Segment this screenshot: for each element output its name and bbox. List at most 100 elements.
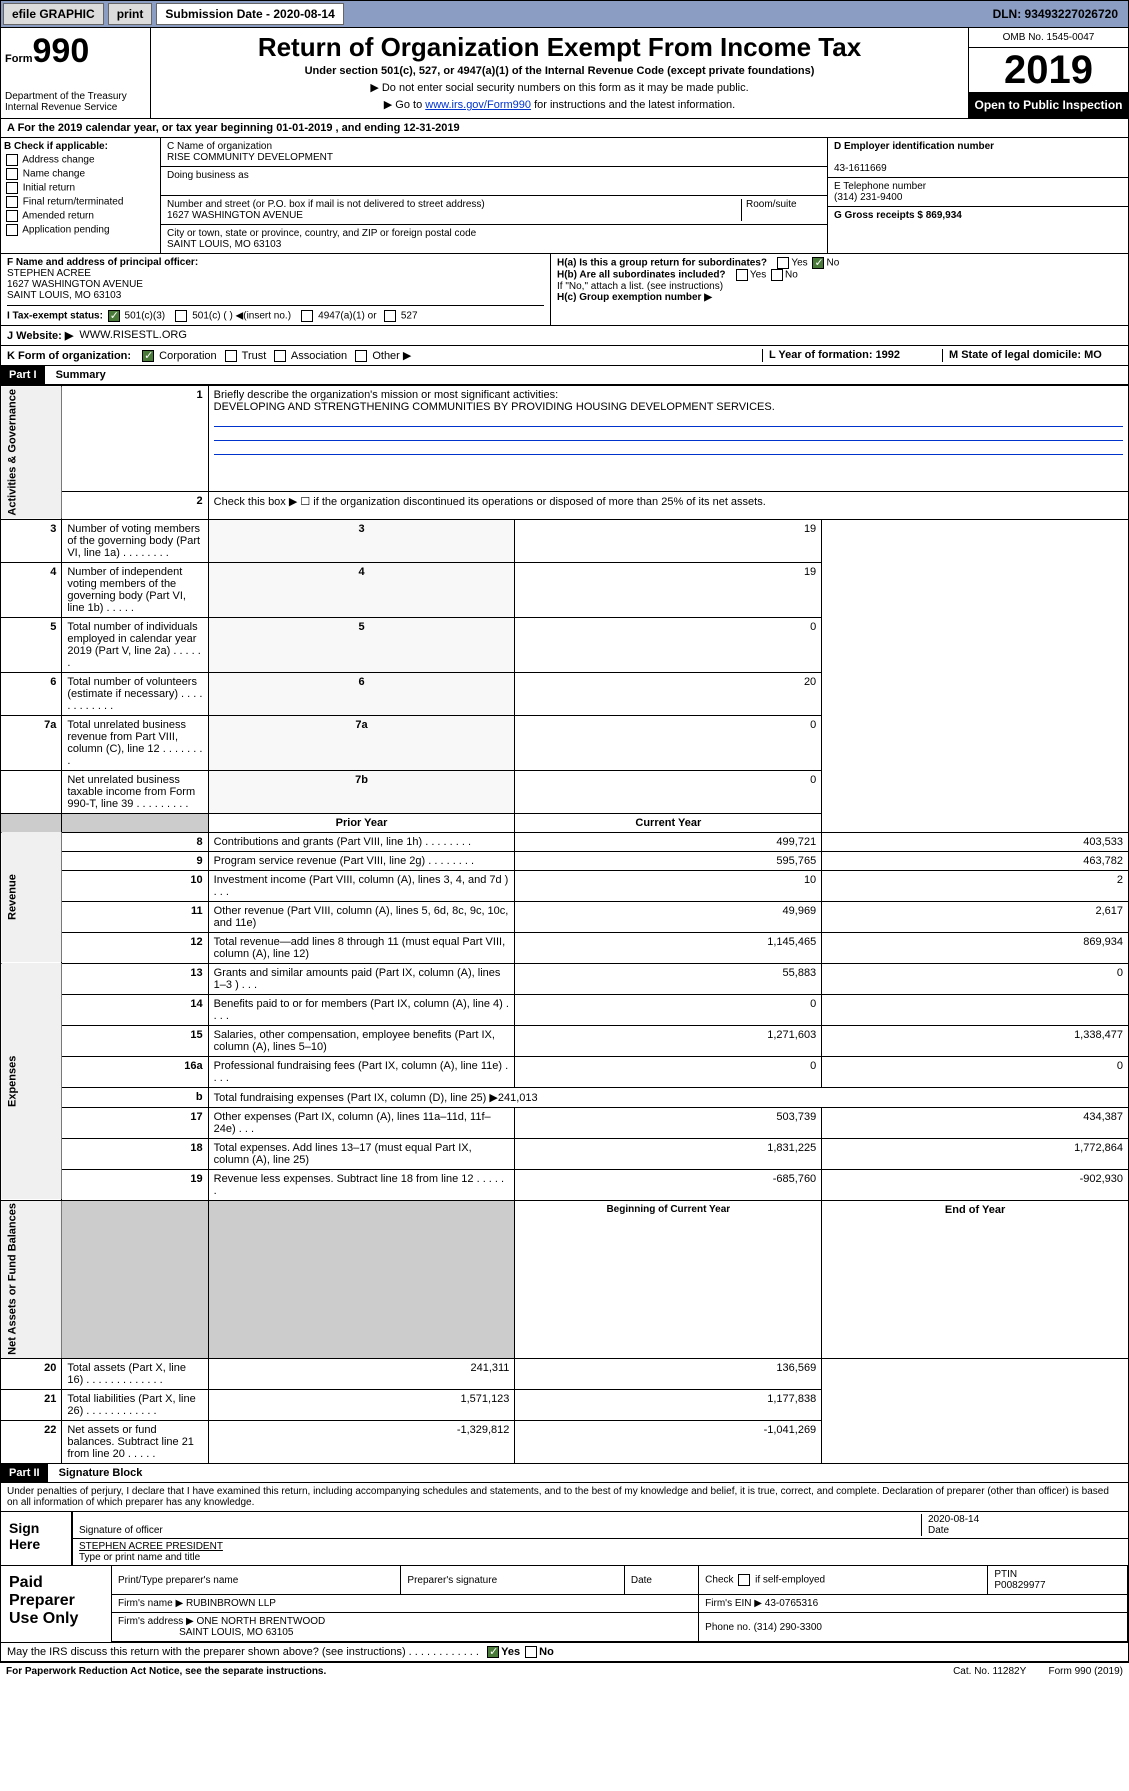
firm-phone: (314) 290-3300 bbox=[754, 1622, 822, 1633]
room-label: Room/suite bbox=[746, 199, 797, 210]
sig-label: Signature of officer bbox=[79, 1525, 163, 1536]
row-desc: Net assets or fund balances. Subtract li… bbox=[62, 1421, 208, 1464]
row-desc: Total number of individuals employed in … bbox=[62, 617, 208, 672]
firm-addr: ONE NORTH BRENTWOOD bbox=[197, 1616, 326, 1627]
row-desc: Total revenue—add lines 8 through 11 (mu… bbox=[208, 932, 515, 963]
hc-label: H(c) Group exemption number ▶ bbox=[557, 292, 712, 303]
irs-link[interactable]: www.irs.gov/Form990 bbox=[425, 99, 531, 111]
chk-assoc[interactable] bbox=[274, 350, 286, 362]
submission-date: Submission Date - 2020-08-14 bbox=[156, 3, 343, 25]
form-title: Return of Organization Exempt From Incom… bbox=[155, 32, 964, 63]
row-num: 3 bbox=[1, 519, 62, 562]
print-button[interactable]: print bbox=[108, 3, 153, 25]
row-num: 18 bbox=[62, 1138, 208, 1169]
row-curr: 2,617 bbox=[822, 901, 1129, 932]
row-num: 12 bbox=[62, 932, 208, 963]
year-formation: L Year of formation: 1992 bbox=[769, 349, 900, 361]
chk-4947[interactable] bbox=[301, 310, 313, 322]
row-num: 21 bbox=[1, 1390, 62, 1421]
website-line: J Website: ▶ WWW.RISESTL.ORG bbox=[0, 326, 1129, 346]
summary-table: Activities & Governance 1 Briefly descri… bbox=[0, 385, 1129, 1464]
box-b-label: B Check if applicable: bbox=[4, 141, 157, 152]
chk-hb-yes[interactable] bbox=[736, 269, 748, 281]
row-prior: 499,721 bbox=[515, 832, 822, 851]
city-label: City or town, state or province, country… bbox=[167, 228, 476, 239]
cat-no: Cat. No. 11282Y bbox=[953, 1666, 1026, 1677]
ein: 43-1611669 bbox=[834, 163, 887, 174]
row-desc: Total number of volunteers (estimate if … bbox=[62, 672, 208, 715]
footer: For Paperwork Reduction Act Notice, see … bbox=[0, 1662, 1129, 1680]
row-desc: Professional fundraising fees (Part IX, … bbox=[208, 1056, 515, 1087]
row-curr: 0 bbox=[822, 963, 1129, 994]
row-val: 19 bbox=[515, 562, 822, 617]
officer-name: STEPHEN ACREE bbox=[7, 268, 91, 279]
chk-name[interactable]: Name change bbox=[4, 168, 157, 180]
row-val: 19 bbox=[515, 519, 822, 562]
row-val: 20 bbox=[515, 672, 822, 715]
chk-address[interactable]: Address change bbox=[4, 154, 157, 166]
chk-ha-yes[interactable] bbox=[777, 257, 789, 269]
topbar: efile GRAPHIC print Submission Date - 20… bbox=[0, 0, 1129, 28]
chk-application[interactable]: Application pending bbox=[4, 224, 157, 236]
row-num: 13 bbox=[62, 963, 208, 994]
addr: 1627 WASHINGTON AVENUE bbox=[167, 210, 303, 221]
row-num: 15 bbox=[62, 1025, 208, 1056]
row-box: 7b bbox=[208, 770, 515, 813]
printed-label: Type or print name and title bbox=[79, 1552, 1122, 1563]
chk-hb-no[interactable] bbox=[771, 269, 783, 281]
row-curr: 136,569 bbox=[515, 1359, 822, 1390]
row-num: 5 bbox=[1, 617, 62, 672]
firm-city: SAINT LOUIS, MO 63105 bbox=[179, 1627, 293, 1638]
chk-discuss-no[interactable] bbox=[525, 1646, 537, 1658]
chk-initial[interactable]: Initial return bbox=[4, 182, 157, 194]
prep-h3: Date bbox=[624, 1566, 698, 1595]
tax-year: 2019 bbox=[969, 48, 1128, 92]
discuss-line: May the IRS discuss this return with the… bbox=[0, 1643, 1129, 1662]
q2: Check this box ▶ ☐ if the organization d… bbox=[208, 491, 1128, 519]
row-curr: 434,387 bbox=[822, 1107, 1129, 1138]
row-desc: Program service revenue (Part VIII, line… bbox=[208, 851, 515, 870]
row-desc: Other expenses (Part IX, column (A), lin… bbox=[208, 1107, 515, 1138]
row-curr: 463,782 bbox=[822, 851, 1129, 870]
ptin: P00829977 bbox=[994, 1580, 1045, 1591]
chk-trust[interactable] bbox=[225, 350, 237, 362]
row-prior: -685,760 bbox=[515, 1169, 822, 1200]
form-footer: Form 990 (2019) bbox=[1049, 1666, 1123, 1677]
a1: DEVELOPING AND STRENGTHENING COMMUNITIES… bbox=[214, 401, 775, 413]
org-name: RISE COMMUNITY DEVELOPMENT bbox=[167, 152, 333, 163]
row-desc: Revenue less expenses. Subtract line 18 … bbox=[208, 1169, 515, 1200]
officer-city: SAINT LOUIS, MO 63103 bbox=[7, 290, 121, 301]
row-curr: 1,338,477 bbox=[822, 1025, 1129, 1056]
row-box: 4 bbox=[208, 562, 515, 617]
row-num: 16a bbox=[62, 1056, 208, 1087]
chk-527[interactable] bbox=[384, 310, 396, 322]
pra: For Paperwork Reduction Act Notice, see … bbox=[6, 1666, 326, 1677]
row-desc: Total liabilities (Part X, line 26) . . … bbox=[62, 1390, 208, 1421]
chk-final[interactable]: Final return/terminated bbox=[4, 196, 157, 208]
row-val: 0 bbox=[515, 617, 822, 672]
row-desc: Investment income (Part VIII, column (A)… bbox=[208, 870, 515, 901]
omb: OMB No. 1545-0047 bbox=[969, 28, 1128, 48]
chk-corp[interactable] bbox=[142, 350, 154, 362]
chk-amended[interactable]: Amended return bbox=[4, 210, 157, 222]
row-curr: 1,772,864 bbox=[822, 1138, 1129, 1169]
officer-printed: STEPHEN ACREE PRESIDENT bbox=[79, 1541, 1122, 1552]
row-desc: Total fundraising expenses (Part IX, col… bbox=[208, 1087, 1128, 1107]
chk-self-emp[interactable] bbox=[738, 1574, 750, 1586]
firm-ein: 43-0765316 bbox=[765, 1598, 818, 1609]
chk-discuss-yes[interactable] bbox=[487, 1646, 499, 1658]
row-desc: Grants and similar amounts paid (Part IX… bbox=[208, 963, 515, 994]
sign-here-label: Sign Here bbox=[1, 1512, 71, 1565]
row-num bbox=[1, 770, 62, 813]
chk-other[interactable] bbox=[355, 350, 367, 362]
efile-button[interactable]: efile GRAPHIC bbox=[3, 3, 104, 25]
addr-label: Number and street (or P.O. box if mail i… bbox=[167, 199, 485, 210]
row-num: 14 bbox=[62, 994, 208, 1025]
chk-ha-no[interactable] bbox=[812, 257, 824, 269]
row-curr bbox=[822, 994, 1129, 1025]
chk-501c[interactable] bbox=[175, 310, 187, 322]
hdr-curr: Current Year bbox=[515, 813, 822, 832]
chk-501c3[interactable] bbox=[108, 310, 120, 322]
form-header: Form990 Department of the Treasury Inter… bbox=[0, 28, 1129, 119]
firm-name: RUBINBROWN LLP bbox=[186, 1598, 276, 1609]
